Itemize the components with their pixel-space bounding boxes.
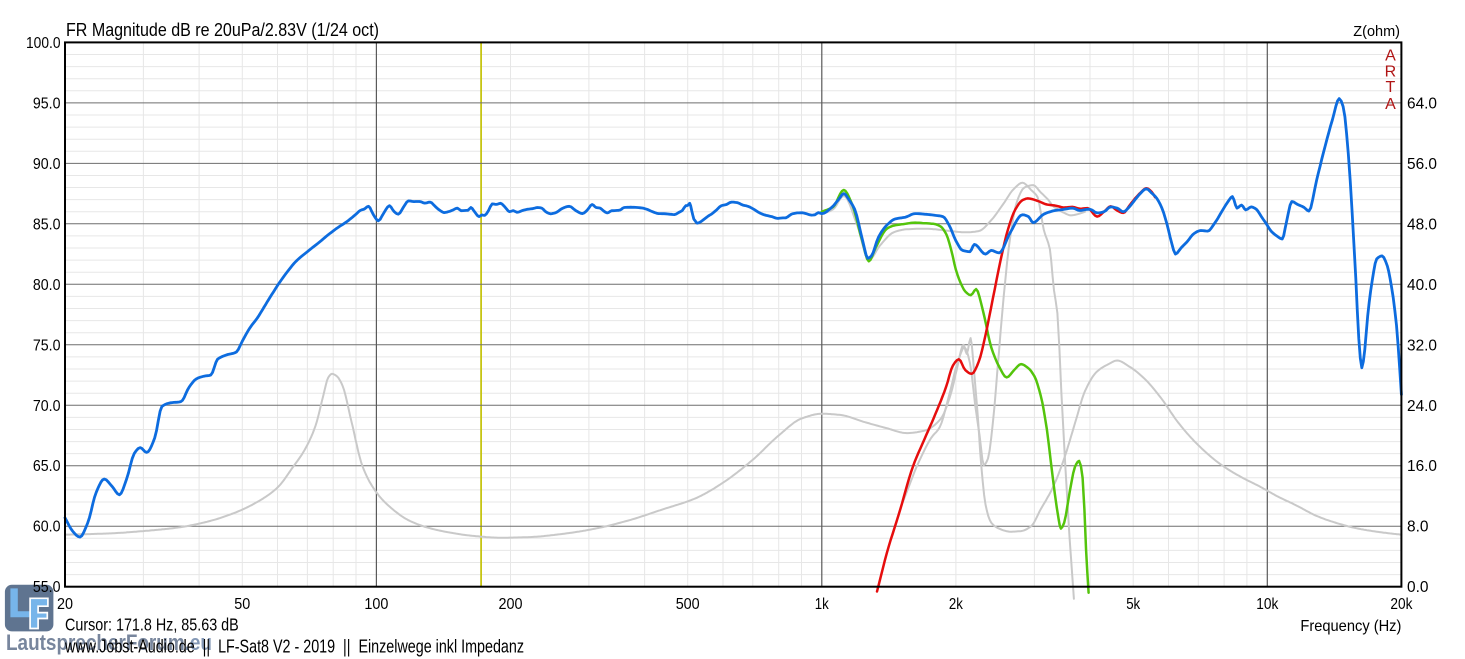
svg-text:95.0: 95.0 [33,95,61,112]
svg-text:100.0: 100.0 [26,35,61,52]
svg-text:32.0: 32.0 [1407,337,1437,354]
svg-text:20k: 20k [1390,596,1413,613]
svg-text:Z(ohm): Z(ohm) [1353,24,1400,40]
svg-text:A: A [1385,47,1396,64]
svg-text:50: 50 [234,596,250,613]
svg-text:5k: 5k [1126,596,1141,613]
svg-text:55.0: 55.0 [33,579,61,596]
svg-text:LautsprecherForum.eu: LautsprecherForum.eu [6,630,212,655]
svg-text:40.0: 40.0 [1407,277,1437,294]
svg-text:1k: 1k [815,596,830,613]
svg-text:10k: 10k [1256,596,1279,613]
svg-text:60.0: 60.0 [33,519,61,536]
svg-text:80.0: 80.0 [33,277,61,294]
svg-text:65.0: 65.0 [33,458,61,475]
svg-text:85.0: 85.0 [33,216,61,233]
svg-text:48.0: 48.0 [1407,216,1437,233]
svg-text:70.0: 70.0 [33,398,61,415]
svg-text:A: A [1385,96,1396,113]
svg-text:0.0: 0.0 [1407,579,1429,596]
svg-text:16.0: 16.0 [1407,458,1437,475]
svg-text:Cursor: 171.8 Hz, 85.63 dB: Cursor: 171.8 Hz, 85.63 dB [65,615,239,635]
svg-text:Frequency (Hz): Frequency (Hz) [1300,618,1401,635]
svg-text:24.0: 24.0 [1407,398,1437,415]
svg-text:R: R [1385,63,1397,80]
svg-text:2k: 2k [949,596,964,613]
svg-text:64.0: 64.0 [1407,95,1437,112]
svg-text:75.0: 75.0 [33,337,61,354]
svg-text:T: T [1386,79,1396,96]
svg-text:90.0: 90.0 [33,156,61,173]
svg-text:56.0: 56.0 [1407,156,1437,173]
svg-text:www.Jobst-Audio.de || LF-Sat: www.Jobst-Audio.de || LF-Sat8 V2 - 2019 … [64,637,524,657]
svg-text:500: 500 [676,596,700,613]
svg-text:20: 20 [57,596,73,613]
svg-text:FR Magnitude dB re 20uPa/2.83V: FR Magnitude dB re 20uPa/2.83V (1/24 oct… [66,19,379,40]
svg-text:200: 200 [499,596,523,613]
svg-text:8.0: 8.0 [1407,519,1429,536]
svg-text:100: 100 [364,596,388,613]
